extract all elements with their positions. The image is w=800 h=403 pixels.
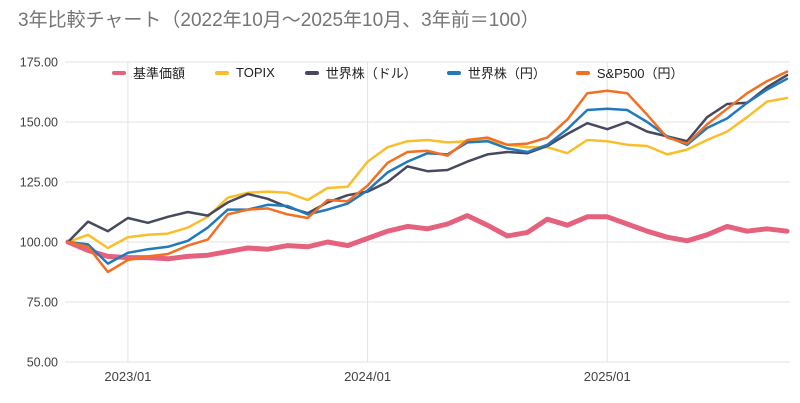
- y-axis-tick-label: 75.00: [27, 296, 58, 310]
- legend-label: TOPIX: [236, 65, 275, 80]
- y-axis-tick-label: 175.00: [20, 56, 58, 70]
- series-line-世界株（ドル）: [66, 73, 789, 244]
- series-line-TOPIX: [66, 96, 789, 250]
- legend-item: TOPIX: [215, 65, 275, 80]
- y-axis-tick-label: 150.00: [20, 116, 58, 130]
- x-axis-tick-label: 2023/01: [104, 369, 151, 384]
- legend-swatch-icon: [575, 70, 590, 75]
- series-line-基準価額: [65, 213, 790, 262]
- legend-swatch-icon: [112, 70, 126, 75]
- x-axis-tick-label: 2024/01: [344, 369, 391, 384]
- legend-swatch-icon: [446, 70, 461, 75]
- legend-label: 基準価額: [133, 66, 186, 81]
- y-axis-tick-label: 50.00: [27, 356, 58, 370]
- legend-item: S&P500（円）: [575, 63, 684, 82]
- legend-item: 世界株（円）: [446, 63, 546, 82]
- legend-item: 基準価額: [112, 63, 185, 82]
- chart-legend: 基準価額 TOPIX 世界株（ドル） 世界株（円） S&P500（円）: [112, 63, 684, 82]
- legend-swatch-icon: [304, 70, 319, 75]
- legend-swatch-icon: [215, 70, 230, 75]
- y-axis-tick-label: 125.00: [20, 176, 58, 190]
- legend-label: 世界株（円）: [467, 66, 546, 81]
- x-axis-tick-label: 2025/01: [584, 369, 631, 384]
- series-line-S&P500（円）: [66, 70, 789, 274]
- legend-label: 世界株（ドル）: [325, 66, 417, 81]
- legend-label: S&P500（円）: [596, 66, 684, 81]
- chart-title: 3年比較チャート（2022年10月〜2025年10月、3年前＝100）: [18, 10, 540, 31]
- y-axis-tick-label: 100.00: [20, 236, 58, 250]
- legend-item: 世界株（ドル）: [304, 63, 417, 82]
